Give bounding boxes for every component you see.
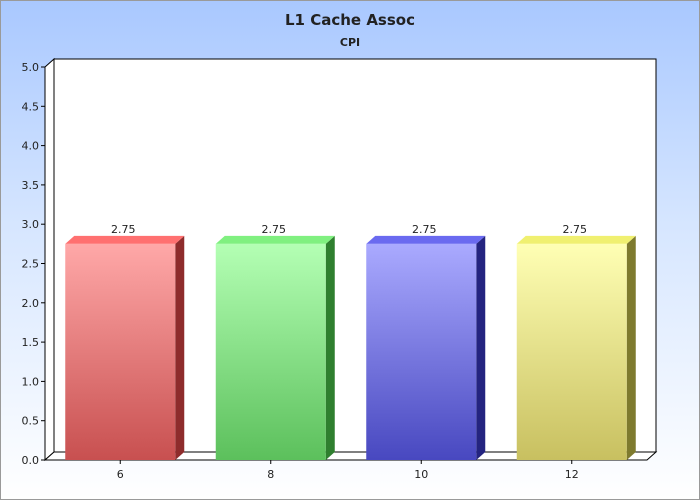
data-label: 2.75 <box>111 223 136 236</box>
bar-front <box>65 243 176 460</box>
bar-top <box>366 235 486 244</box>
bar-side <box>626 235 636 460</box>
data-label: 2.75 <box>262 223 287 236</box>
bar-top <box>65 235 185 244</box>
y-tick-label: 2.0 <box>22 297 40 310</box>
x-tick-label: 6 <box>117 468 124 481</box>
x-tick-label: 8 <box>267 468 274 481</box>
bar-6 <box>65 235 185 460</box>
plot-area: 0.0 0.5 1.0 1.5 2.0 2.5 3.0 3.5 4.0 4.5 5.0 2.75 6 2.… <box>22 57 658 481</box>
y-tick-label: 4.5 <box>22 100 40 113</box>
bar-side <box>476 235 486 460</box>
bar-front <box>366 243 477 460</box>
bar-8 <box>215 235 335 460</box>
bar-front <box>215 243 326 460</box>
bar-side <box>175 235 185 460</box>
y-tick-label: 1.0 <box>22 375 40 388</box>
y-tick-label: 3.5 <box>22 179 40 192</box>
x-tick-label: 10 <box>414 468 428 481</box>
y-tick-label: 3.0 <box>22 218 40 231</box>
y-tick-label: 0.0 <box>22 454 40 467</box>
bar-10 <box>366 235 486 460</box>
bar-side <box>325 235 335 460</box>
chart-title: L1 Cache Assoc <box>285 11 415 29</box>
y-tick-label: 2.5 <box>22 258 40 271</box>
y-tick-label: 5.0 <box>22 61 40 74</box>
y-tick-label: 4.0 <box>22 140 40 153</box>
bar-top <box>516 235 636 244</box>
x-tick-label: 12 <box>565 468 579 481</box>
bar-12 <box>516 235 636 460</box>
bar-top <box>215 235 335 244</box>
y-tick-label: 1.5 <box>22 336 40 349</box>
bar-front <box>516 243 627 460</box>
data-label: 2.75 <box>563 223 588 236</box>
chart-subtitle: CPI <box>340 36 360 49</box>
data-label: 2.75 <box>412 223 437 236</box>
left-wall <box>44 57 55 462</box>
y-tick-label: 0.5 <box>22 415 40 428</box>
